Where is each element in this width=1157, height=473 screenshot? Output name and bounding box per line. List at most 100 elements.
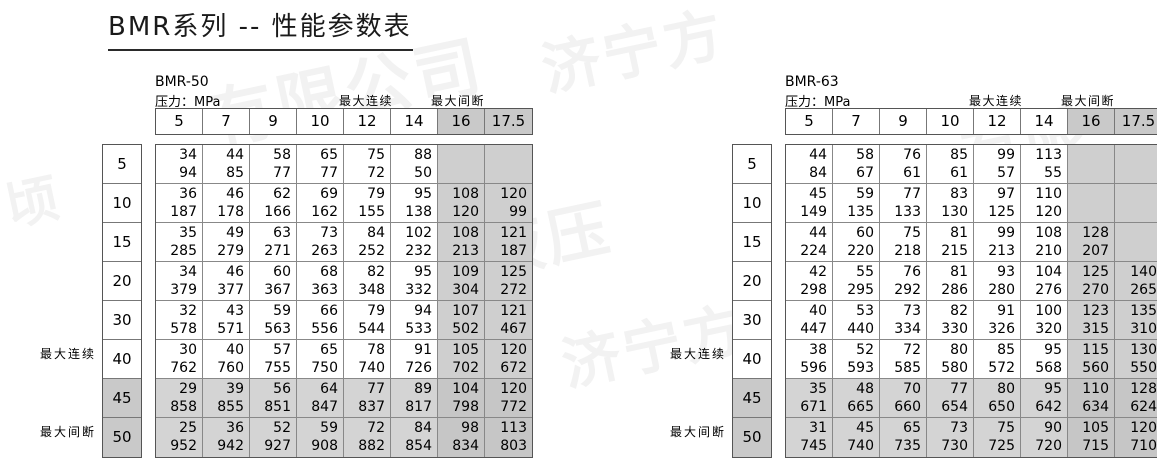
data-cell: 95 138 [391,184,438,223]
cell-torque-value: 135 [847,204,874,220]
data-cell: 25 952 [156,418,203,457]
cell-torque-value: 593 [847,360,874,376]
data-cell: 49 279 [203,223,250,262]
cell-speed-value: 113 [1035,147,1062,163]
cell-torque-value: 563 [264,321,291,337]
cell-speed-value: 40 [809,303,827,319]
data-cell: 36 942 [203,418,250,457]
data-cell: 30 762 [156,340,203,379]
cell-speed-value: 43 [226,303,244,319]
row-note-max-continuous: 最大连续 [39,347,96,361]
table-row: 34 94 44 85 58 77 65 77 75 72 88 50 [156,145,532,184]
cell-torque-value: 952 [170,438,197,454]
cell-torque-value: 57 [997,165,1015,181]
cell-speed-value: 120 [500,342,527,358]
data-cell: 72 585 [880,340,927,379]
flow-rate-cell: 30 [733,301,771,340]
cell-speed-value: 97 [997,186,1015,202]
data-cell: 109 304 [438,262,485,301]
cell-speed-value: 109 [452,264,479,280]
cell-speed-value: 73 [950,420,968,436]
cell-speed-value: 82 [367,264,385,280]
cell-speed-value: 73 [320,225,338,241]
cell-speed-value: 123 [1082,303,1109,319]
data-cell: 42 298 [786,262,833,301]
data-cell: 128 624 [1115,379,1157,418]
data-cell: 45 149 [786,184,833,223]
cell-torque-value: 187 [170,204,197,220]
cell-speed-value: 84 [414,420,432,436]
pressure-header-cell: 9 [880,109,927,134]
data-cell: 44 85 [203,145,250,184]
data-cell: 65 735 [880,418,927,457]
cell-torque-value: 265 [1130,282,1157,298]
cell-torque-value: 624 [1130,399,1157,415]
cell-torque-value: 908 [311,438,338,454]
model-name-bmr-50: BMR-50 [155,74,209,90]
data-cell: 77 654 [927,379,974,418]
data-cell: 75 218 [880,223,927,262]
cell-torque-value: 61 [950,165,968,181]
flow-rate-cell: 5 [733,145,771,184]
cell-speed-value: 113 [500,420,527,436]
data-cell: 65 77 [297,145,344,184]
flow-rate-column: 5 10 15 20 30 40 45 50 [102,144,142,458]
flow-rate-cell: 20 [103,262,141,301]
cell-speed-value: 102 [405,225,432,241]
cell-speed-value: 56 [273,381,291,397]
pressure-header-cell: 5 [786,109,833,134]
cell-speed-value: 46 [226,264,244,280]
cell-speed-value: 77 [367,381,385,397]
cell-torque-value: 440 [847,321,874,337]
cell-speed-value: 45 [856,420,874,436]
cell-speed-value: 93 [997,264,1015,280]
cell-torque-value: 187 [500,243,527,259]
cell-torque-value: 715 [1082,438,1109,454]
cell-speed-value: 105 [452,342,479,358]
cell-speed-value: 65 [903,420,921,436]
flow-rate-cell: 10 [733,184,771,223]
cell-torque-value: 927 [264,438,291,454]
cell-speed-value: 128 [1082,225,1109,241]
cell-speed-value: 65 [320,147,338,163]
cell-speed-value: 42 [809,264,827,280]
data-cell: 31 745 [786,418,833,457]
cell-speed-value: 125 [500,264,527,280]
cell-torque-value: 755 [264,360,291,376]
data-cell: 113 803 [485,418,532,457]
data-cell: 59 563 [250,301,297,340]
cell-torque-value: 133 [894,204,921,220]
cell-torque-value: 99 [509,204,527,220]
data-cell: 77 133 [880,184,927,223]
data-cell: 36 187 [156,184,203,223]
cell-speed-value: 104 [1035,264,1062,280]
cell-speed-value: 45 [809,186,827,202]
data-cell: 81 286 [927,262,974,301]
cell-speed-value: 91 [414,342,432,358]
cell-torque-value: 572 [988,360,1015,376]
data-cell: 84 854 [391,418,438,457]
data-cell: 95 332 [391,262,438,301]
flow-rate-cell: 40 [733,340,771,379]
data-cell: 58 67 [833,145,880,184]
cell-speed-value: 44 [809,225,827,241]
cell-torque-value: 710 [1130,438,1157,454]
data-cell: 123 315 [1068,301,1115,340]
data-cell: 82 348 [344,262,391,301]
cell-torque-value: 320 [1035,321,1062,337]
data-cell: 58 77 [250,145,297,184]
data-cell: 34 94 [156,145,203,184]
table-row: 35 285 49 279 63 271 73 263 84 252 102 232 108 213 121… [156,223,532,262]
cell-torque-value: 847 [311,399,338,415]
data-cell: 95 568 [1021,340,1068,379]
data-cell: 59 135 [833,184,880,223]
cell-speed-value: 98 [461,420,479,436]
pressure-header-cell: 17.5 [1115,109,1157,134]
performance-data-grid: 34 94 44 85 58 77 65 77 75 72 88 50 36 187 46 178 62 166 6… [155,144,533,458]
cell-speed-value: 34 [179,264,197,280]
cell-torque-value: 94 [179,165,197,181]
pressure-header-cell: 7 [203,109,250,134]
data-cell: 66 556 [297,301,344,340]
flow-rate-cell: 15 [103,223,141,262]
performance-data-grid: 44 84 58 67 76 61 85 61 99 57 113 55 45 149 59 135 77 133… [785,144,1157,458]
